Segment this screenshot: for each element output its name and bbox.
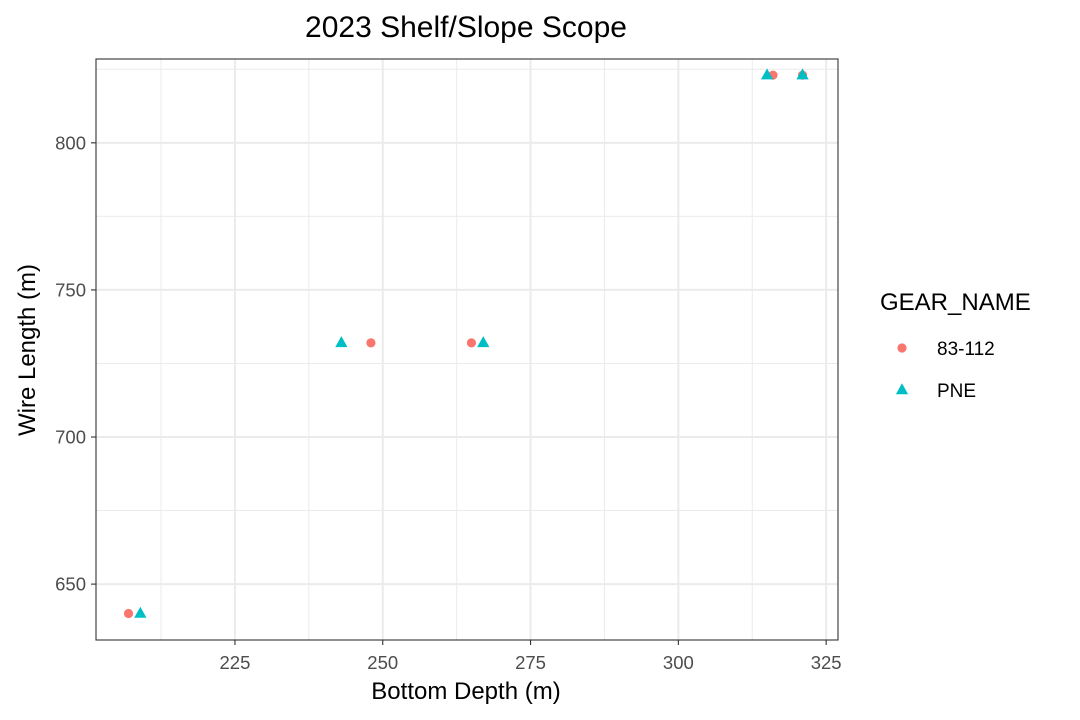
data-point-circle xyxy=(366,338,376,348)
legend-key-triangle xyxy=(895,383,909,395)
data-point-triangle xyxy=(796,68,809,80)
x-axis-ticks: 225 250 275 300 325 xyxy=(220,640,842,673)
y-tick-label: 650 xyxy=(55,574,86,595)
data-point-triangle xyxy=(335,336,348,348)
legend: GEAR_NAME 83-112 PNE xyxy=(880,289,1031,402)
minor-gridlines xyxy=(96,59,838,640)
legend-title: GEAR_NAME xyxy=(880,289,1031,316)
chart-title: 2023 Shelf/Slope Scope xyxy=(305,11,627,44)
major-gridlines xyxy=(96,59,838,640)
plot-border xyxy=(95,58,839,641)
legend-key-circle xyxy=(897,343,907,353)
data-points xyxy=(123,68,809,619)
data-point-triangle xyxy=(760,68,774,80)
y-axis-ticks: 650 700 750 800 xyxy=(55,132,96,595)
legend-label: PNE xyxy=(937,381,976,402)
x-axis-title: Bottom Depth (m) xyxy=(371,678,560,705)
data-point-circle xyxy=(466,338,477,348)
y-tick-label: 800 xyxy=(55,132,86,153)
data-point-triangle xyxy=(134,606,147,618)
x-tick-label: 275 xyxy=(515,652,546,673)
x-tick-label: 300 xyxy=(663,652,694,673)
data-point-triangle xyxy=(477,336,490,348)
x-tick-label: 250 xyxy=(367,652,398,673)
legend-label: 83-112 xyxy=(937,339,995,360)
plot-panel xyxy=(96,59,838,640)
y-tick-label: 700 xyxy=(55,427,86,448)
x-tick-label: 225 xyxy=(220,652,251,673)
x-tick-label: 325 xyxy=(811,652,842,673)
data-point-circle xyxy=(123,608,134,619)
y-tick-label: 750 xyxy=(55,279,86,300)
y-axis-title: Wire Length (m) xyxy=(14,264,41,436)
